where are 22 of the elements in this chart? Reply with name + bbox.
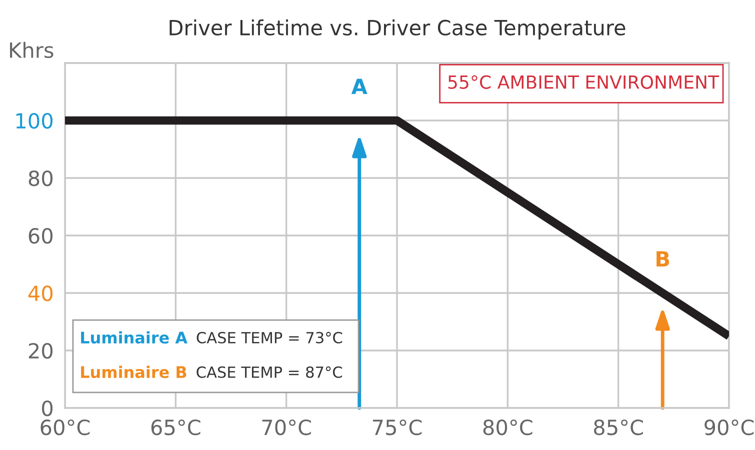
- annotation: A: [351, 78, 368, 94]
- annotation: CASE TEMP = 87°C: [196, 366, 342, 378]
- annotation: Luminaire B: [81, 366, 186, 378]
- x-tick-label: 80°C: [483, 419, 532, 436]
- y-tick-label: 80: [28, 170, 53, 186]
- x-tick-label: 90°C: [704, 419, 754, 436]
- y-tick-label: 60: [28, 228, 53, 244]
- annotation: B: [656, 251, 670, 266]
- annotation: Luminaire A: [81, 331, 188, 344]
- x-tick-label: 85°C: [594, 419, 643, 436]
- annotation: 55°C AMBIENT ENVIRONMENT: [448, 75, 720, 89]
- y-tick-label: 100: [16, 112, 53, 129]
- chart-title: Driver Lifetime vs. Driver Case Temperature: [170, 19, 626, 40]
- x-tick-label: 75°C: [372, 419, 422, 436]
- x-tick-label: 60°C: [40, 419, 90, 436]
- y-tick-label: 0: [42, 400, 53, 416]
- annotation: CASE TEMP = 73°C: [196, 332, 342, 344]
- y-tick-label: 40: [28, 285, 53, 302]
- x-tick-label: 70°C: [262, 419, 311, 436]
- x-tick-label: 65°C: [151, 419, 200, 436]
- y-axis-title: Khrs: [10, 42, 54, 58]
- y-tick-label: 20: [28, 342, 53, 359]
